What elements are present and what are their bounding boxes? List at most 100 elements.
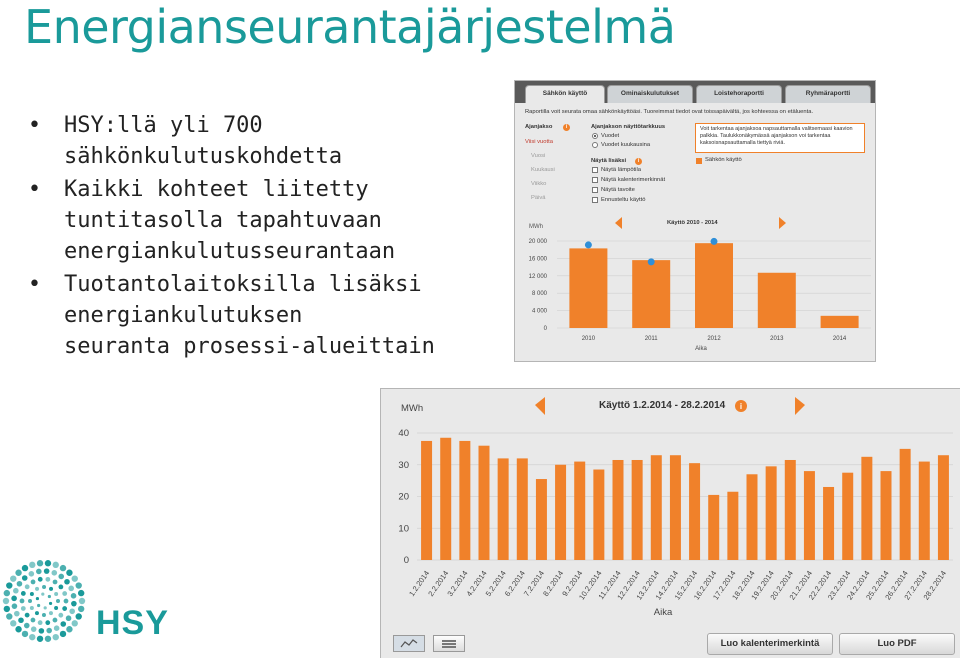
logo-dot (41, 613, 46, 617)
bar (727, 491, 739, 560)
data-marker (647, 258, 655, 266)
bullet-item: HSY:llä yli 700 sähkönkulutuskohdetta (28, 110, 458, 172)
daily-usage-chart: iMWh4030201001.2.20142.2.20143.2.20144.2… (398, 397, 953, 618)
bar (459, 440, 471, 560)
display-accuracy-label: Ajanjakson näyttötarkkuus (591, 124, 666, 130)
period-option-year[interactable]: Vuosi (531, 153, 546, 159)
bullet-item: Kaikki kohteet liitetty tuntitasolla tap… (28, 174, 458, 267)
bar (516, 458, 528, 560)
period-label: Ajanjakso (525, 124, 553, 130)
logo-dot (21, 630, 29, 638)
logo-dot (60, 621, 67, 627)
logo-dot (78, 597, 86, 605)
logo-dot (36, 560, 44, 567)
logo-dot (13, 610, 20, 617)
logo-dot (36, 568, 42, 575)
period-option-day[interactable]: Päivä (531, 195, 546, 201)
logo-dot (52, 633, 59, 641)
y-tick-label: 20 000 (529, 239, 548, 245)
logo-dot (2, 597, 10, 605)
logo-dot (30, 626, 37, 632)
logo-dot (30, 617, 36, 623)
next-period-arrow[interactable] (779, 217, 786, 229)
bullet-line: energiankulutuksen (64, 303, 303, 328)
previous-period-arrow (535, 397, 545, 415)
logo-dot (70, 593, 77, 599)
bar (937, 455, 949, 560)
bullet-line: HSY:llä yli 700 (64, 113, 263, 138)
create-calendar-entry-button[interactable]: Luo kalenterimerkintä (707, 633, 833, 655)
chart-view-button[interactable] (393, 635, 425, 652)
bullet-line: Kaikki kohteet liitetty (64, 177, 369, 202)
logo-dot (54, 606, 59, 611)
bullet-line: energiankulutusseurantaan (64, 239, 396, 264)
show-also-label: Näytä lisäksi (591, 158, 627, 164)
bar (765, 466, 777, 560)
period-option-month[interactable]: Kuukausi (531, 167, 555, 173)
checkbox-target-label: Näytä tavoite (601, 187, 635, 193)
logo-dot (77, 605, 85, 613)
bar (708, 494, 720, 560)
logo-dot (62, 606, 68, 611)
table-view-button[interactable] (433, 635, 465, 652)
logo-dot (38, 628, 45, 634)
logo-dot (20, 606, 26, 611)
checkbox-target[interactable] (592, 187, 598, 193)
yearly-usage-chart: MWh 20 000 16 000 12 000 8 000 4 000 0 2010 2011… (529, 224, 871, 352)
logo-dot (66, 569, 73, 576)
period-option-week[interactable]: Viikko (531, 181, 547, 187)
checkbox-forecast[interactable] (592, 197, 598, 203)
logo-dot (46, 627, 52, 634)
radio-years[interactable] (592, 133, 598, 139)
y-axis-label: MWh (401, 403, 423, 414)
logo-dot (62, 591, 68, 596)
logo-dot (75, 613, 82, 620)
tab-reactive-power-report[interactable]: Loisteho­raportti (696, 85, 782, 103)
logo-dot (16, 580, 23, 587)
bar (535, 479, 547, 560)
logo-dot (63, 598, 69, 604)
bar (689, 463, 701, 560)
logo-dot (6, 582, 13, 589)
logo-dot (71, 600, 77, 607)
period-option-five-years[interactable]: Viisi vuotta (525, 139, 553, 145)
logo-dot (28, 571, 35, 577)
y-tick-label: 40 (398, 428, 409, 439)
y-tick-label: 0 (404, 555, 409, 566)
tab-specific-consumption[interactable]: Ominaiskulutukset (607, 85, 693, 103)
checkbox-forecast-label: Ennusteltu käyttö (601, 197, 646, 203)
logo-dot (29, 633, 36, 641)
info-icon[interactable]: i (635, 158, 642, 165)
logo-dot (24, 612, 30, 618)
bar (746, 474, 758, 560)
tab-electricity-usage[interactable]: Sähkön käyttö (525, 85, 605, 103)
info-icon[interactable]: i (563, 124, 570, 131)
bar (632, 260, 671, 328)
logo-dot (43, 606, 47, 610)
logo-dot (42, 585, 47, 589)
logo-dot (10, 620, 17, 627)
logo-dot (65, 615, 72, 622)
checkbox-calendar[interactable] (592, 177, 598, 183)
create-pdf-button[interactable]: Luo PDF (839, 633, 955, 655)
bar (631, 459, 643, 560)
tab-group-report[interactable]: Ryhmäraportti (785, 85, 871, 103)
data-marker (584, 241, 592, 249)
logo-dot (29, 561, 36, 569)
logo-dot (37, 620, 43, 626)
radio-years-monthly[interactable] (592, 142, 598, 148)
logo-dot (28, 598, 32, 603)
logo-dot (29, 591, 34, 596)
logo-dot (10, 575, 17, 582)
logo-dot (34, 611, 39, 616)
next-period-arrow (795, 397, 805, 415)
bar (555, 464, 567, 560)
previous-period-arrow[interactable] (615, 217, 622, 229)
bar (918, 461, 930, 560)
bar (757, 272, 796, 328)
logo-dot (15, 569, 22, 576)
bar (593, 469, 605, 560)
y-tick-label: 8 000 (532, 291, 548, 297)
checkbox-temperature[interactable] (592, 167, 598, 173)
bullet-list: HSY:llä yli 700 sähkönkulutuskohdetta Ka… (28, 110, 458, 364)
